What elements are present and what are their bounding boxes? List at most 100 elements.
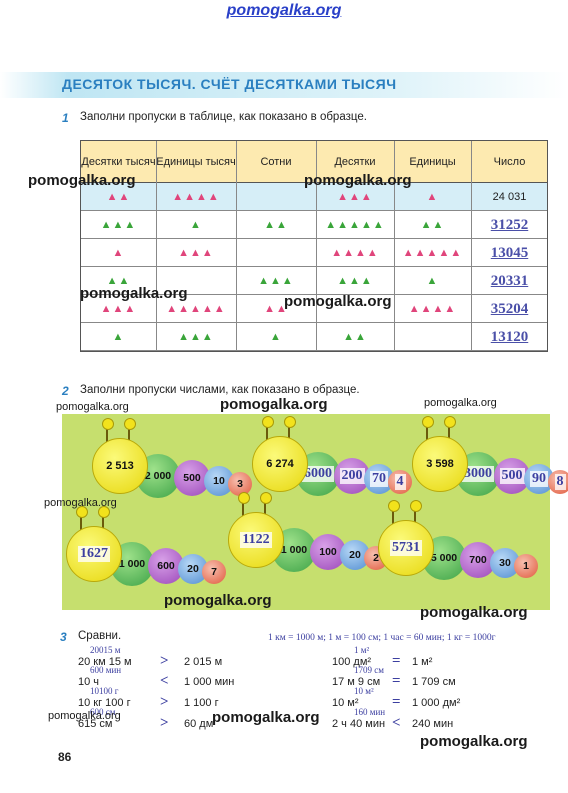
table-divider [316,141,317,351]
comparison-left: 10 кг 100 г [78,697,131,709]
comparison-right: 240 мин [412,718,454,730]
comparison-sign[interactable]: > [160,653,169,669]
antenna-icon [284,416,296,440]
segment-value: 100 [319,546,337,558]
comparison-right: 1 000 мин [184,676,235,688]
comparison-sign[interactable]: = [392,673,401,689]
antenna-icon [262,416,274,440]
watermark: pomogalka.org [284,293,392,310]
segment-value: 30 [499,557,511,569]
caterpillar-panel: 2 000 500 10 3 2 513 6000 200 70 4 6 274 3000 500 90… [62,414,568,610]
triangle-count-cell: ▲▲▲ [258,275,294,287]
watermark: pomogalka.org [56,401,129,413]
table-header [81,141,547,183]
antenna-icon [388,500,400,524]
watermark: pomogalka.org [28,172,136,189]
segment-value: 8 [554,474,566,490]
segment-value: 20 [187,563,199,575]
comparison-sign[interactable]: < [160,673,169,689]
triangle-count-cell: ▲ [190,219,202,231]
triangle-count-cell: ▲▲ [264,303,288,315]
number-cell[interactable]: 13120 [490,328,529,345]
segment-value: 1 [523,560,529,572]
caterpillar-segment[interactable]: 70 [364,464,394,494]
table-header-cell: Единицы [409,155,456,168]
watermark-top[interactable]: pomogalka.org [226,2,342,19]
antenna-icon [260,492,272,516]
number-cell[interactable]: 20331 [490,272,529,289]
number-cell[interactable]: 31252 [490,216,529,233]
watermark: pomogalka.org [164,592,272,609]
comparison-sign[interactable]: = [392,653,401,669]
segment-value: 90 [530,471,548,487]
antenna-icon [444,416,456,440]
page-number: 86 [58,750,72,764]
task1-number: 1 [62,111,69,125]
table-row: ▲ ▲▲▲ ▲ ▲▲ 13120 [81,323,547,351]
comparison-sign[interactable]: < [392,715,401,731]
task2-number: 2 [62,384,69,398]
handwritten-note: 600 см [90,707,116,717]
handwritten-note: 1 м² [354,645,370,655]
handwritten-note: 10 м² [354,686,374,696]
comparison-right: 2 015 м [184,656,223,668]
triangle-count-cell: ▲▲ [420,219,445,231]
comparison-left: 17 м 9 см [332,676,381,688]
page-title: ДЕСЯТОК ТЫСЯЧ. СЧЁТ ДЕСЯТКАМИ ТЫСЯЧ [62,76,397,92]
triangle-count-cell: ▲ [112,331,125,343]
caterpillar-head[interactable]: 5731 [378,520,434,576]
comparison-sign[interactable]: = [392,694,401,710]
antenna-icon [238,492,250,516]
handwritten-note: 20015 м [90,645,121,655]
segment-value: 2 [373,552,379,564]
caterpillar-segment[interactable]: 4 [388,470,412,494]
watermark: pomogalka.org [44,497,117,509]
antenna-icon [102,418,114,442]
triangle-count-cell: ▲▲▲ [178,331,214,343]
triangle-count-cell: ▲▲▲ [337,191,373,203]
caterpillar-segment[interactable]: 200 [334,458,370,494]
caterpillar-head[interactable]: 1122 [228,512,284,568]
watermark: pomogalka.org [48,710,121,722]
segment-value: 700 [469,554,487,566]
caterpillar-head[interactable]: 1627 [66,526,122,582]
segment-value: 1 000 [280,544,308,556]
triangle-count-cell: ▲ [426,191,439,203]
number-cell[interactable]: 13045 [490,244,529,261]
comparison-sign[interactable]: > [160,694,169,710]
segment-value: 7 [211,566,217,578]
task3-number: 3 [60,630,67,644]
table-row: ▲▲▲ ▲ ▲▲ ▲▲▲▲▲ ▲▲ 31252 [81,211,547,239]
triangle-count-cell: ▲▲▲▲▲ [166,303,226,315]
triangle-count-cell: ▲▲ [106,275,131,287]
table-header-cell: Число [493,155,526,168]
triangle-count-cell: ▲ [112,247,125,259]
triangle-count-cell: ▲ [426,275,439,287]
segment-value: 2 000 [144,470,172,482]
comparison-left: 100 дм² [332,656,372,668]
segment-value: 200 [339,468,365,484]
triangle-count-cell: ▲▲▲▲ [331,247,379,259]
comparison-right: 1 000 дм² [412,697,461,709]
comparison-right: 1 100 г [184,697,219,709]
watermark: pomogalka.org [212,709,320,726]
units-note: 1 км = 1000 м; 1 м = 100 см; 1 час = 60 … [268,633,496,643]
caterpillar-segment[interactable]: 8 [548,470,568,494]
segment-value: 10 [213,475,225,487]
task3-text: Сравни. [78,630,122,642]
triangle-count-cell: ▲▲▲ [337,275,373,287]
segment-value: 1 000 [118,558,146,570]
table-divider [236,141,237,351]
comparison-sign[interactable]: > [160,715,169,731]
handwritten-note: 1709 см [354,665,384,675]
segment-value: 4 [394,474,406,490]
number-cell[interactable]: 35204 [490,300,529,317]
triangle-count-cell: ▲▲ [264,219,288,231]
watermark: pomogalka.org [424,397,497,409]
head-value: 1627 [78,546,110,562]
head-value: 6 274 [266,458,294,470]
comparison-left: 615 см [78,718,113,730]
comparison-left: 20 км 15 м [78,656,132,668]
antenna-icon [410,500,422,524]
caterpillar-segment: 1 [514,554,538,578]
